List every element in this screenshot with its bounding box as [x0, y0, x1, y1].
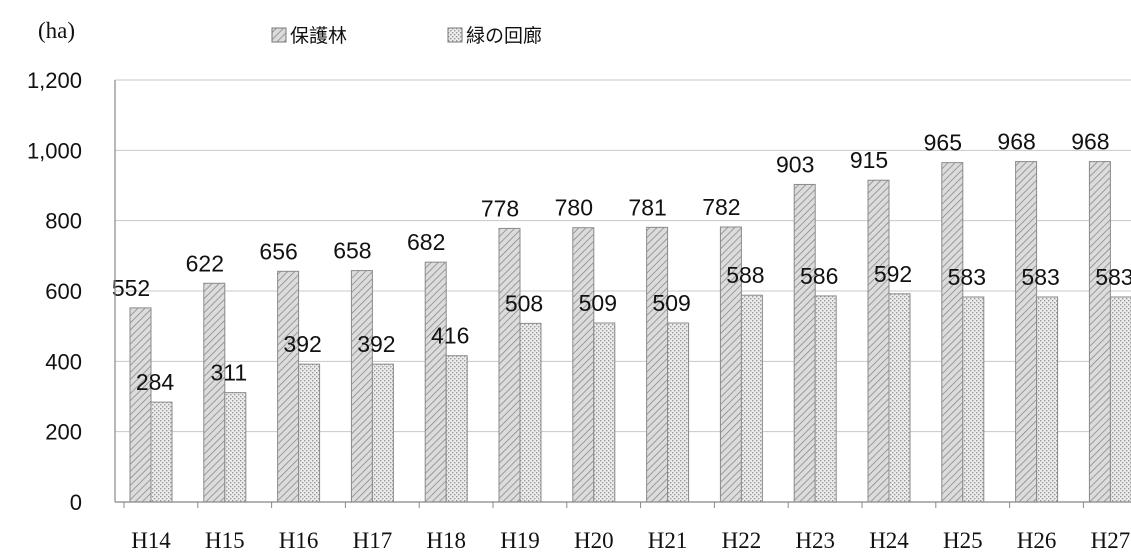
y-tick-label: 400	[45, 349, 82, 374]
data-label-midori-no-kairo: 509	[579, 290, 617, 316]
x-axis-ticks: H14 H15 H16 H17 H18 H19 H20 H21 H22 H23 H24 H25 H26 H…	[123, 502, 1131, 553]
x-tick-label: H19	[500, 528, 540, 553]
bar-hogorin	[1015, 161, 1038, 503]
bars	[129, 161, 1131, 503]
x-tick-label: H22	[722, 528, 762, 553]
x-tick-label: H21	[648, 528, 688, 553]
bar-midori-no-kairo	[593, 322, 616, 503]
x-tick-label: H24	[869, 528, 909, 553]
y-tick-label: 600	[45, 279, 82, 304]
x-tick-label: H25	[943, 528, 983, 553]
bar-hogorin	[1088, 161, 1111, 503]
bar-midori-no-kairo	[371, 363, 394, 503]
bar-midori-no-kairo	[150, 401, 173, 503]
data-label-midori-no-kairo: 583	[1021, 264, 1059, 290]
bar-hogorin	[350, 270, 373, 503]
data-label-midori-no-kairo: 509	[652, 290, 690, 316]
x-tick-label: H15	[205, 528, 245, 553]
x-tick-label: H27	[1091, 528, 1131, 553]
bar-hogorin	[424, 261, 447, 503]
data-label-midori-no-kairo: 583	[1095, 264, 1131, 290]
data-label-midori-no-kairo: 592	[874, 261, 912, 287]
legend: 保護林 緑の回廊	[271, 25, 542, 47]
bar-midori-no-kairo	[962, 296, 985, 503]
y-tick-label: 800	[45, 209, 82, 234]
data-label-hogorin: 682	[407, 229, 445, 255]
bar-midori-no-kairo	[224, 392, 247, 503]
data-label-hogorin: 965	[924, 130, 962, 156]
data-label-midori-no-kairo: 284	[136, 369, 175, 395]
data-label-hogorin: 915	[850, 147, 888, 173]
x-tick-label: H23	[795, 528, 835, 553]
bar-midori-no-kairo	[445, 355, 468, 503]
data-label-midori-no-kairo: 311	[210, 360, 247, 386]
data-label-hogorin: 780	[555, 195, 593, 221]
data-label-hogorin: 968	[1071, 129, 1109, 155]
bar-hogorin	[277, 270, 300, 503]
bar-hogorin	[646, 226, 669, 503]
data-label-hogorin: 778	[481, 195, 519, 221]
legend-swatch-hogorin	[271, 27, 287, 43]
bar-hogorin	[867, 179, 890, 503]
data-label-hogorin: 656	[259, 238, 297, 264]
bar-hogorin	[793, 183, 816, 503]
data-label-hogorin: 658	[333, 238, 371, 264]
bar-midori-no-kairo	[1109, 296, 1131, 503]
x-tick-label: H14	[131, 528, 171, 553]
x-tick-label: H16	[279, 528, 319, 553]
bar-midori-no-kairo	[1036, 296, 1059, 503]
data-label-hogorin: 622	[186, 250, 224, 276]
y-tick-label: 1,000	[27, 138, 82, 163]
bar-midori-no-kairo	[519, 322, 542, 503]
y-axis-ticks: 0 200 400 600 800 1,000 1,200	[27, 68, 82, 515]
data-label-midori-no-kairo: 392	[283, 331, 321, 357]
data-label-hogorin: 552	[112, 275, 150, 301]
data-label-midori-no-kairo: 416	[431, 323, 469, 349]
bar-hogorin	[129, 307, 152, 503]
data-label-hogorin: 903	[776, 151, 814, 177]
bar-midori-no-kairo	[740, 294, 763, 503]
bar-hogorin	[941, 162, 964, 503]
x-tick-label: H20	[574, 528, 614, 553]
bar-hogorin	[498, 227, 521, 503]
data-label-midori-no-kairo: 508	[505, 290, 543, 316]
bar-hogorin	[203, 282, 226, 503]
y-unit-label: (ha)	[38, 18, 75, 43]
bar-midori-no-kairo	[298, 363, 321, 503]
x-tick-label: H17	[353, 528, 393, 553]
x-tick-label: H26	[1017, 528, 1057, 553]
legend-label-hogorin: 保護林	[290, 25, 347, 47]
legend-swatch-midori-no-kairo	[447, 27, 463, 43]
bar-midori-no-kairo	[888, 293, 911, 503]
data-label-midori-no-kairo: 586	[800, 263, 838, 289]
y-tick-label: 1,200	[27, 68, 82, 93]
data-label-midori-no-kairo: 588	[726, 262, 764, 288]
bar-hogorin	[572, 227, 595, 503]
data-label-hogorin: 968	[997, 129, 1035, 155]
data-label-midori-no-kairo: 392	[357, 331, 395, 357]
legend-label-midori-no-kairo: 緑の回廊	[466, 25, 542, 47]
x-tick-label: H18	[426, 528, 466, 553]
data-labels: 552 284 622 311 656 392 658 392 682 416 778 508 780 5…	[112, 129, 1131, 396]
data-label-hogorin: 782	[702, 194, 740, 220]
bar-midori-no-kairo	[814, 295, 837, 503]
y-tick-label: 200	[45, 420, 82, 445]
data-label-midori-no-kairo: 583	[948, 264, 986, 290]
data-label-hogorin: 781	[628, 194, 666, 220]
bar-midori-no-kairo	[667, 322, 690, 503]
y-tick-label: 0	[70, 490, 82, 515]
